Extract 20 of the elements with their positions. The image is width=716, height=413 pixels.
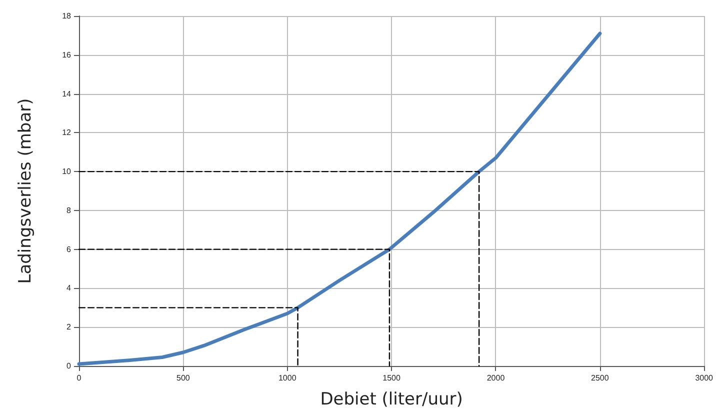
x-tick-label: 1500 — [382, 374, 401, 382]
y-tick-label: 6 — [66, 244, 72, 254]
x-axis-title: Debiet (liter/uur) — [320, 390, 463, 410]
y-tick-label: 0 — [66, 362, 72, 370]
y-tick-label: 8 — [66, 206, 72, 215]
y-tick-label: 18 — [62, 12, 72, 20]
x-tick-label: 0 — [76, 374, 82, 382]
y-tick-label: 10 — [62, 167, 72, 176]
x-tick-label: 3000 — [695, 374, 714, 382]
y-tick-label: 4 — [66, 284, 72, 293]
x-tick-label: 1000 — [278, 374, 297, 382]
y-tick-label: 16 — [62, 50, 72, 60]
y-tick-label: 14 — [62, 89, 72, 98]
x-tick-label: 2500 — [591, 374, 610, 382]
x-tick-label: 500 — [176, 374, 190, 382]
line-series — [77, 32, 602, 366]
x-tick-label: 2000 — [486, 374, 506, 382]
y-axis-title: Ladingsverlies (mbar) — [16, 98, 36, 284]
y-tick-label: 2 — [66, 322, 72, 332]
y-tick-label: 12 — [62, 128, 72, 138]
